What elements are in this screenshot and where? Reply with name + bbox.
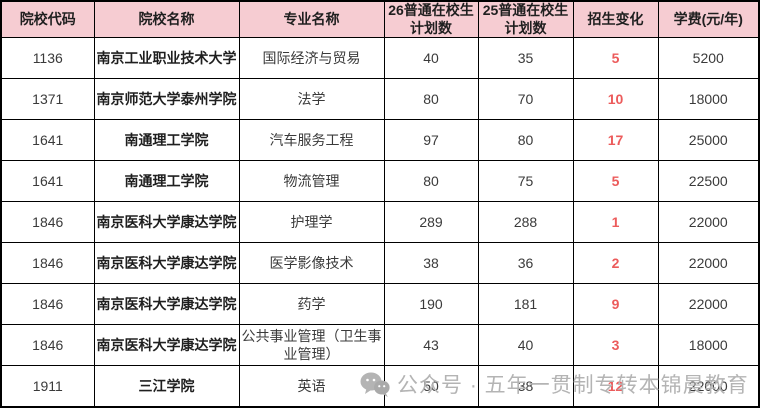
cell-change: 2 (572, 242, 659, 284)
cell-plan26: 38 (383, 242, 479, 284)
table-row: 1846 南京医科大学康达学院 护理学 289 288 1 22000 (0, 201, 760, 243)
cell-tuition: 22000 (657, 283, 760, 325)
table-body: 1136 南京工业职业技术大学 国际经济与贸易 40 35 5 5200 137… (0, 37, 760, 407)
cell-change: 9 (572, 283, 659, 325)
cell-change: 1 (572, 201, 659, 243)
column-header-plan26: 26普通在校生计划数 (383, 0, 479, 38)
column-header-plan25: 25普通在校生计划数 (477, 0, 574, 38)
cell-college: 南京工业职业技术大学 (93, 37, 240, 79)
cell-tuition: 22000 (657, 201, 760, 243)
table-row: 1911 三江学院 英语 50 38 12 22000 (0, 365, 760, 407)
cell-tuition: 22000 (657, 365, 760, 407)
cell-tuition: 22500 (657, 160, 760, 202)
table-header: 院校代码 院校名称 专业名称 26普通在校生计划数 25普通在校生计划数 招生变… (0, 0, 760, 38)
cell-major: 护理学 (238, 201, 385, 243)
table-row: 1846 南京医科大学康达学院 公共事业管理（卫生事业管理） 43 40 3 1… (0, 324, 760, 366)
cell-plan26: 80 (383, 160, 479, 202)
cell-plan25: 35 (477, 37, 574, 79)
cell-tuition: 5200 (657, 37, 760, 79)
cell-plan26: 289 (383, 201, 479, 243)
cell-plan25: 288 (477, 201, 574, 243)
cell-code: 1641 (0, 119, 95, 161)
cell-plan25: 80 (477, 119, 574, 161)
cell-plan25: 75 (477, 160, 574, 202)
table-row: 1371 南京师范大学泰州学院 法学 80 70 10 18000 (0, 78, 760, 120)
cell-college: 南通理工学院 (93, 119, 240, 161)
cell-major: 公共事业管理（卫生事业管理） (238, 324, 385, 366)
cell-major: 法学 (238, 78, 385, 120)
table-row: 1846 南京医科大学康达学院 医学影像技术 38 36 2 22000 (0, 242, 760, 284)
cell-major: 药学 (238, 283, 385, 325)
cell-tuition: 18000 (657, 78, 760, 120)
cell-change: 5 (572, 37, 659, 79)
cell-plan25: 70 (477, 78, 574, 120)
cell-plan25: 38 (477, 365, 574, 407)
cell-plan26: 97 (383, 119, 479, 161)
cell-college: 南京医科大学康达学院 (93, 201, 240, 243)
cell-code: 1846 (0, 283, 95, 325)
cell-code: 1911 (0, 365, 95, 407)
cell-code: 1371 (0, 78, 95, 120)
cell-plan25: 40 (477, 324, 574, 366)
cell-change: 12 (572, 365, 659, 407)
cell-major: 英语 (238, 365, 385, 407)
cell-college: 南京师范大学泰州学院 (93, 78, 240, 120)
table-row: 1846 南京医科大学康达学院 药学 190 181 9 22000 (0, 283, 760, 325)
cell-plan26: 40 (383, 37, 479, 79)
cell-change: 17 (572, 119, 659, 161)
cell-college: 南京医科大学康达学院 (93, 242, 240, 284)
cell-change: 5 (572, 160, 659, 202)
column-header-code: 院校代码 (0, 0, 95, 38)
cell-college: 南京医科大学康达学院 (93, 283, 240, 325)
cell-plan26: 43 (383, 324, 479, 366)
cell-college: 南京医科大学康达学院 (93, 324, 240, 366)
column-header-change: 招生变化 (572, 0, 659, 38)
cell-tuition: 18000 (657, 324, 760, 366)
column-header-major: 专业名称 (238, 0, 385, 38)
cell-code: 1136 (0, 37, 95, 79)
cell-change: 3 (572, 324, 659, 366)
header-row: 院校代码 院校名称 专业名称 26普通在校生计划数 25普通在校生计划数 招生变… (0, 0, 760, 38)
cell-tuition: 22000 (657, 242, 760, 284)
table-row: 1641 南通理工学院 物流管理 80 75 5 22500 (0, 160, 760, 202)
cell-code: 1846 (0, 324, 95, 366)
cell-code: 1846 (0, 242, 95, 284)
cell-college: 南通理工学院 (93, 160, 240, 202)
cell-major: 国际经济与贸易 (238, 37, 385, 79)
cell-plan25: 181 (477, 283, 574, 325)
cell-plan26: 190 (383, 283, 479, 325)
cell-plan26: 50 (383, 365, 479, 407)
cell-major: 医学影像技术 (238, 242, 385, 284)
cell-major: 物流管理 (238, 160, 385, 202)
column-header-tuition: 学费(元/年) (657, 0, 760, 38)
cell-code: 1846 (0, 201, 95, 243)
column-header-college: 院校名称 (93, 0, 240, 38)
cell-major: 汽车服务工程 (238, 119, 385, 161)
cell-change: 10 (572, 78, 659, 120)
cell-tuition: 25000 (657, 119, 760, 161)
table-row: 1136 南京工业职业技术大学 国际经济与贸易 40 35 5 5200 (0, 37, 760, 79)
cell-code: 1641 (0, 160, 95, 202)
table-row: 1641 南通理工学院 汽车服务工程 97 80 17 25000 (0, 119, 760, 161)
cell-college: 三江学院 (93, 365, 240, 407)
cell-plan25: 36 (477, 242, 574, 284)
cell-plan26: 80 (383, 78, 479, 120)
